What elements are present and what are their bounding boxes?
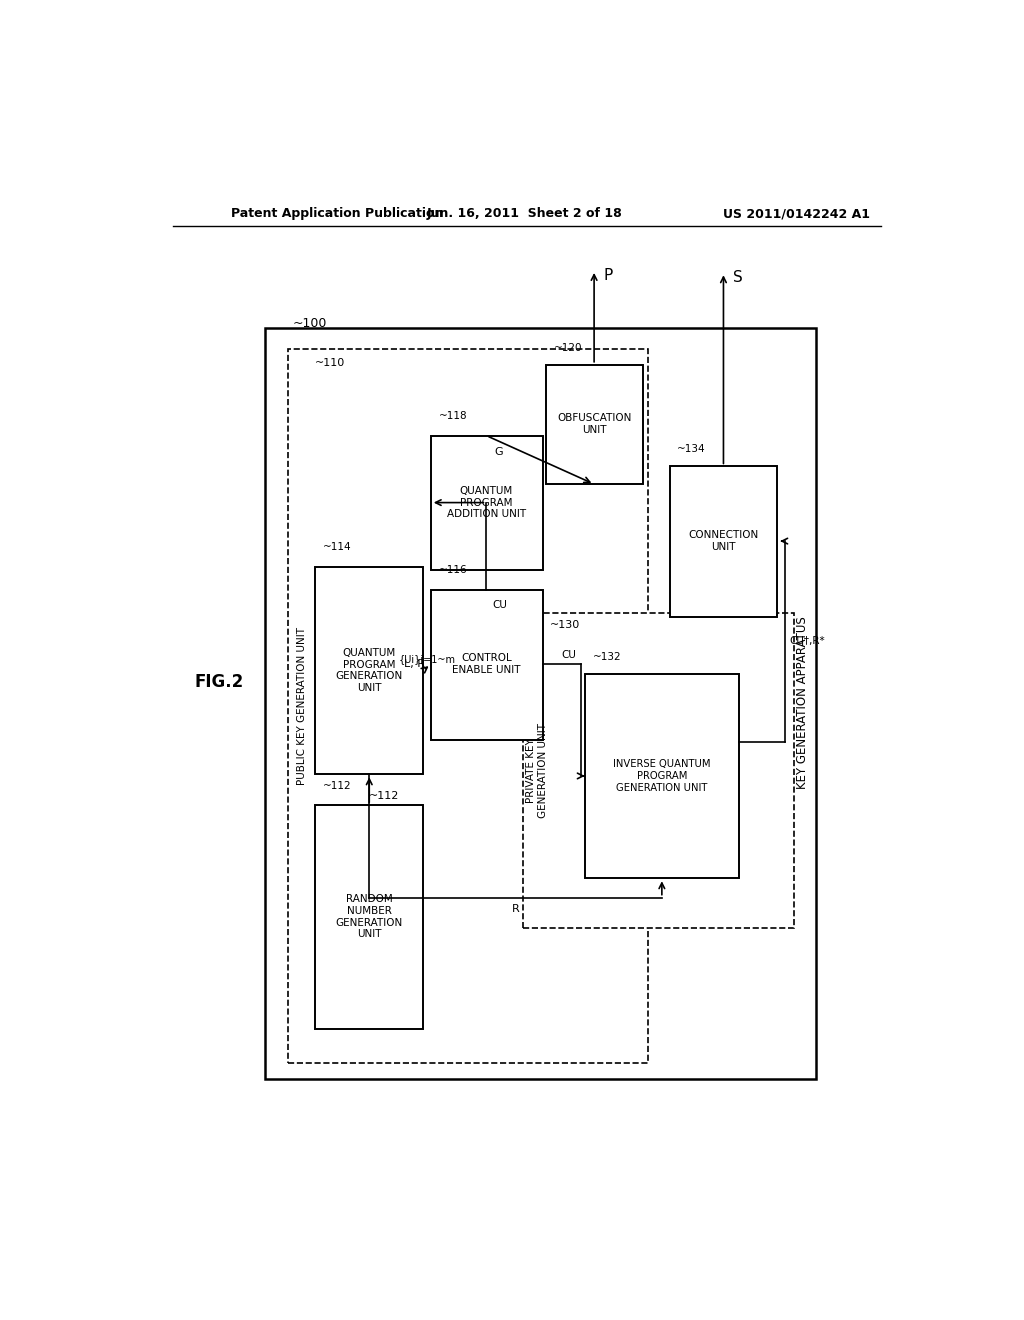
Text: FIG.2: FIG.2: [195, 673, 244, 690]
Text: US 2011/0142242 A1: US 2011/0142242 A1: [723, 207, 869, 220]
Bar: [431, 590, 543, 739]
Bar: [315, 566, 423, 775]
Text: CONNECTION
UNIT: CONNECTION UNIT: [688, 531, 759, 552]
Text: ~112: ~112: [323, 781, 351, 791]
Text: PRIVATE KEY
GENERATION UNIT: PRIVATE KEY GENERATION UNIT: [526, 723, 548, 818]
Text: ~100: ~100: [292, 317, 327, 330]
Text: ~132: ~132: [593, 652, 622, 663]
Text: QUANTUM
PROGRAM
ADDITION UNIT: QUANTUM PROGRAM ADDITION UNIT: [446, 486, 526, 519]
Bar: [431, 436, 543, 570]
Bar: [265, 327, 816, 1078]
Text: S: S: [733, 271, 742, 285]
Text: CONTROL
ENABLE UNIT: CONTROL ENABLE UNIT: [452, 653, 520, 675]
Text: CU: CU: [562, 649, 577, 660]
Bar: [547, 364, 643, 484]
Bar: [585, 675, 739, 878]
Text: L, R: L, R: [403, 659, 425, 669]
Text: RANDOM
NUMBER
GENERATION
UNIT: RANDOM NUMBER GENERATION UNIT: [336, 895, 402, 940]
Text: PUBLIC KEY GENERATION UNIT: PUBLIC KEY GENERATION UNIT: [297, 627, 307, 785]
Text: P: P: [603, 268, 612, 282]
Text: ~110: ~110: [315, 358, 346, 368]
Bar: [315, 805, 423, 1028]
Text: CU†,R*: CU†,R*: [788, 636, 824, 647]
Bar: [523, 612, 795, 928]
Text: Jun. 16, 2011  Sheet 2 of 18: Jun. 16, 2011 Sheet 2 of 18: [427, 207, 623, 220]
Text: ~116: ~116: [438, 565, 467, 576]
Text: QUANTUM
PROGRAM
GENERATION
UNIT: QUANTUM PROGRAM GENERATION UNIT: [336, 648, 402, 693]
Text: R: R: [512, 904, 519, 915]
Bar: [289, 350, 648, 1063]
Bar: [670, 466, 777, 616]
Text: OBFUSCATION
UNIT: OBFUSCATION UNIT: [557, 413, 631, 434]
Text: ~112: ~112: [370, 791, 399, 801]
Text: {Ui}i=1~m: {Ui}i=1~m: [398, 653, 456, 664]
Text: CU: CU: [493, 601, 507, 610]
Text: INVERSE QUANTUM
PROGRAM
GENERATION UNIT: INVERSE QUANTUM PROGRAM GENERATION UNIT: [613, 759, 711, 792]
Text: ~114: ~114: [323, 543, 351, 552]
Text: KEY GENERATION APPARATUS: KEY GENERATION APPARATUS: [796, 616, 809, 789]
Text: ~120: ~120: [554, 343, 583, 352]
Text: ~118: ~118: [438, 412, 467, 421]
Text: ~130: ~130: [550, 620, 581, 630]
Text: G: G: [494, 446, 503, 457]
Text: Patent Application Publication: Patent Application Publication: [230, 207, 443, 220]
Text: ~134: ~134: [677, 445, 706, 454]
